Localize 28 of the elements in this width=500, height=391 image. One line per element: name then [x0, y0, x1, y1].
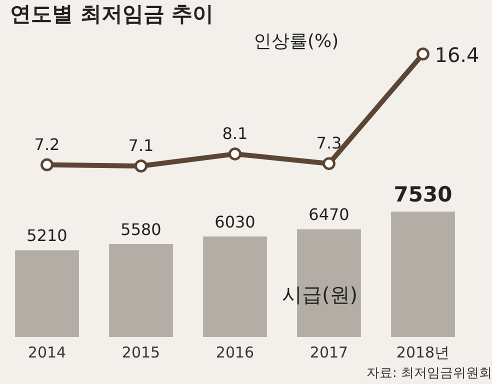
- data-label: 16.4: [434, 43, 480, 67]
- data-label: 7530: [394, 182, 452, 207]
- data-label: 7.1: [128, 136, 154, 155]
- data-label: 5580: [120, 220, 162, 240]
- data-label: 6030: [214, 212, 256, 232]
- data-label: 8.1: [222, 124, 248, 143]
- bar: [15, 250, 79, 337]
- text: 인상률(%): [254, 31, 339, 52]
- point: [134, 160, 148, 172]
- point: [228, 147, 242, 160]
- series-label: 시급(원): [282, 282, 358, 307]
- bar: [203, 236, 267, 337]
- bar: [391, 212, 455, 337]
- x-tick-label: 2014: [28, 344, 66, 362]
- point: [322, 157, 336, 170]
- data-label: 7.3: [316, 134, 342, 153]
- point: [416, 48, 430, 60]
- data-label: 7.2: [34, 134, 60, 154]
- x-tick-label: 2016: [216, 344, 254, 362]
- x-tick-label: 2015: [122, 344, 160, 362]
- point: [40, 158, 54, 172]
- bar: [109, 244, 173, 337]
- data-label: 6470: [308, 205, 350, 224]
- text: 자료: 최저임금위원회: [366, 366, 492, 381]
- x-tick-label: 2018년: [396, 344, 450, 362]
- data-label: 5210: [26, 226, 68, 246]
- x-tick-label: 2017: [310, 344, 348, 362]
- chart-title: 연도별 최저임금 추이: [10, 2, 214, 26]
